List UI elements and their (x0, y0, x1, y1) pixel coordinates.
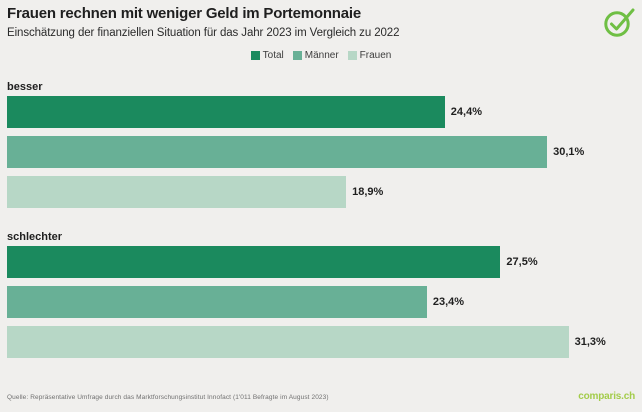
bar-row: 24,4% (7, 96, 635, 128)
bar-row: 23,4% (7, 286, 635, 318)
bar-value-label: 24,4% (450, 106, 482, 118)
legend-label: Männer (304, 50, 339, 61)
legend-item-männer: Männer (292, 50, 339, 61)
bar-row: 31,3% (7, 326, 635, 358)
bar-frauen-schlechter (7, 326, 569, 358)
check-circle-icon (604, 8, 635, 37)
bar-row: 27,5% (7, 246, 635, 278)
comparis-logo: comparis.ch (578, 391, 635, 402)
bar-männer-besser (7, 136, 548, 168)
bar-value-label: 18,9% (352, 186, 384, 198)
legend-label: Frauen (359, 50, 392, 61)
bar-value-label: 31,3% (574, 336, 606, 348)
legend-swatch (292, 51, 302, 60)
source-text: Quelle: Repräsentative Umfrage durch das… (7, 394, 329, 401)
bar-total-schlechter (7, 246, 501, 278)
page-subtitle: Einschätzung der finanziellen Situation … (7, 27, 400, 39)
group-label: schlechter (7, 231, 63, 243)
page-title: Frauen rechnen mit weniger Geld im Porte… (7, 5, 362, 22)
legend-swatch (250, 51, 260, 60)
bar-row: 30,1% (7, 136, 635, 168)
bar-männer-schlechter (7, 286, 427, 318)
bar-row: 18,9% (7, 176, 635, 208)
bar-value-label: 27,5% (506, 256, 538, 268)
legend-item-frauen: Frauen (347, 50, 392, 61)
group-label: besser (7, 81, 43, 93)
legend-item-total: Total (250, 50, 284, 61)
bar-chart: besser 24,4% 30,1% 18,9% schlechter 27,5% 23,4… (7, 80, 635, 366)
bar-group-schlechter: schlechter 27,5% 23,4% 31,3% (7, 230, 635, 358)
bar-value-label: 30,1% (553, 146, 585, 158)
legend: Total Männer Frauen (0, 50, 642, 61)
bar-total-besser (7, 96, 445, 128)
bar-frauen-besser (7, 176, 347, 208)
footer: Quelle: Repräsentative Umfrage durch das… (7, 391, 635, 402)
legend-label: Total (262, 50, 284, 61)
bar-value-label: 23,4% (432, 296, 465, 308)
bar-group-besser: besser 24,4% 30,1% 18,9% (7, 80, 635, 208)
legend-swatch (347, 51, 357, 60)
